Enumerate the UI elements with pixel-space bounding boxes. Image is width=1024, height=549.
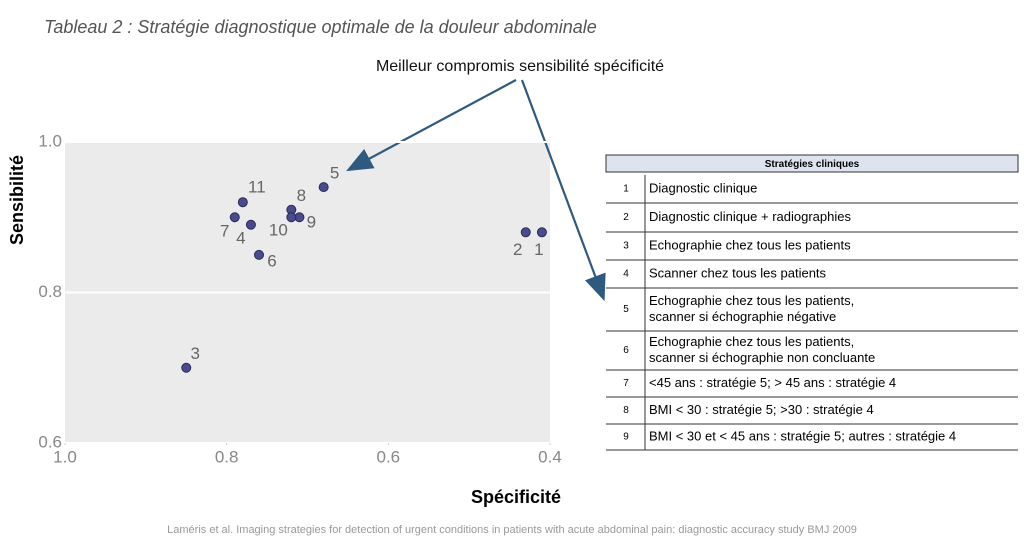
row-text: Diagnostic clinique — [649, 180, 757, 195]
y-tick-label: 0.8 — [38, 282, 62, 301]
strategy-table: Stratégies cliniques 1 Diagnostic clinique… — [605, 154, 1019, 451]
row-text: BMI < 30 : stratégie 5; >30 : stratégie … — [649, 402, 874, 417]
x-axis-label: Spécificité — [471, 487, 561, 507]
page-title: Tableau 2 : Stratégie diagnostique optim… — [44, 17, 597, 37]
point — [237, 197, 248, 208]
point — [245, 219, 256, 230]
row-text: Scanner chez tous les patients — [649, 265, 827, 280]
point — [318, 182, 329, 193]
row-number: 9 — [623, 432, 629, 443]
y-axis-label: Sensibilité — [7, 155, 27, 245]
table-header-bg — [605, 154, 1019, 173]
row-text: Echographie chez tous les patients, — [649, 293, 854, 308]
row-text: Diagnostic clinique + radiographies — [649, 209, 851, 224]
row-text: Echographie chez tous les patients — [649, 237, 851, 252]
y-tick-label: 0.6 — [38, 432, 62, 451]
y-tick-label: 1.0 — [38, 131, 62, 150]
point-label: 11 — [248, 178, 266, 197]
point-label: 2 — [513, 240, 522, 259]
row-text: scanner si échographie non concluante — [649, 350, 875, 365]
row-number: 1 — [623, 184, 629, 195]
point-label: 5 — [330, 164, 339, 183]
point-label: 3 — [191, 344, 200, 363]
x-tick-label: 0.8 — [215, 447, 239, 466]
point-label: 10 — [269, 221, 288, 240]
row-number: 6 — [623, 345, 629, 356]
point-label: 6 — [267, 251, 276, 270]
point-label: 9 — [307, 213, 316, 232]
point-label: 8 — [297, 186, 306, 205]
point — [229, 212, 240, 223]
row-number: 2 — [623, 212, 629, 223]
point — [286, 212, 297, 223]
point-label: 7 — [220, 222, 229, 241]
x-tick-label: 0.4 — [538, 447, 562, 466]
row-number: 7 — [623, 378, 629, 389]
row-number: 8 — [623, 405, 629, 416]
row-text: <45 ans : stratégie 5; > 45 ans : straté… — [649, 375, 896, 390]
footer-citation: Laméris et al. Imaging strategies for de… — [167, 524, 857, 536]
table-header: Stratégies cliniques — [765, 159, 860, 170]
annotation-arrow — [346, 79, 517, 172]
annotation-arrow — [520, 79, 606, 302]
point — [520, 227, 531, 238]
point — [181, 362, 192, 373]
row-number: 5 — [623, 304, 629, 315]
row-text: Echographie chez tous les patients, — [649, 334, 854, 349]
point — [254, 249, 264, 260]
x-tick-label: 1.0 — [53, 447, 77, 466]
row-text: BMI < 30 et < 45 ans : stratégie 5; autr… — [649, 428, 956, 443]
row-number: 4 — [623, 269, 629, 280]
row-number: 3 — [623, 241, 629, 252]
annotation: Meilleur compromis sensibilité spécifici… — [376, 58, 664, 75]
x-tick-label: 0.6 — [377, 447, 401, 466]
row-text: scanner si échographie négative — [649, 309, 836, 324]
point-label: 4 — [236, 228, 245, 247]
point-label: 1 — [534, 240, 543, 259]
point — [536, 227, 547, 238]
